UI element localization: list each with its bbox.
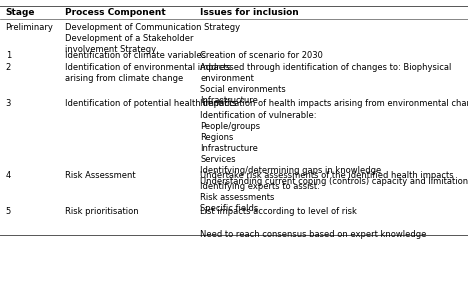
Text: 2: 2: [6, 62, 11, 71]
Text: Risk prioritisation: Risk prioritisation: [65, 208, 138, 216]
Text: Identification of environmental impacts
arising from climate change: Identification of environmental impacts …: [65, 62, 231, 83]
Text: Identification of potential health impacts: Identification of potential health impac…: [65, 100, 236, 109]
Text: Identification of health impacts arising from environmental changes
Identificati: Identification of health impacts arising…: [200, 100, 468, 186]
Text: 1: 1: [6, 51, 11, 60]
Text: Identification of climate variables: Identification of climate variables: [65, 51, 205, 60]
Text: List impacts according to level of risk

Need to reach consensus based on expert: List impacts according to level of risk …: [200, 208, 427, 239]
Text: Development of Communication Strategy
Development of a Stakeholder
involvement S: Development of Communication Strategy De…: [65, 22, 240, 54]
Text: Issues for inclusion: Issues for inclusion: [200, 8, 299, 17]
Text: 5: 5: [6, 208, 11, 216]
Text: 3: 3: [6, 100, 11, 109]
Text: Process Component: Process Component: [65, 8, 165, 17]
Text: Creation of scenario for 2030: Creation of scenario for 2030: [200, 51, 323, 60]
Text: Addressed through identification of changes to: Biophysical
environment
Social e: Addressed through identification of chan…: [200, 62, 452, 105]
Text: 4: 4: [6, 170, 11, 179]
Text: Undertake risk assessments of the identified health impacts
Identifying experts : Undertake risk assessments of the identi…: [200, 170, 454, 213]
Text: Risk Assessment: Risk Assessment: [65, 170, 135, 179]
Text: Stage: Stage: [6, 8, 35, 17]
Text: Preliminary: Preliminary: [6, 22, 53, 31]
